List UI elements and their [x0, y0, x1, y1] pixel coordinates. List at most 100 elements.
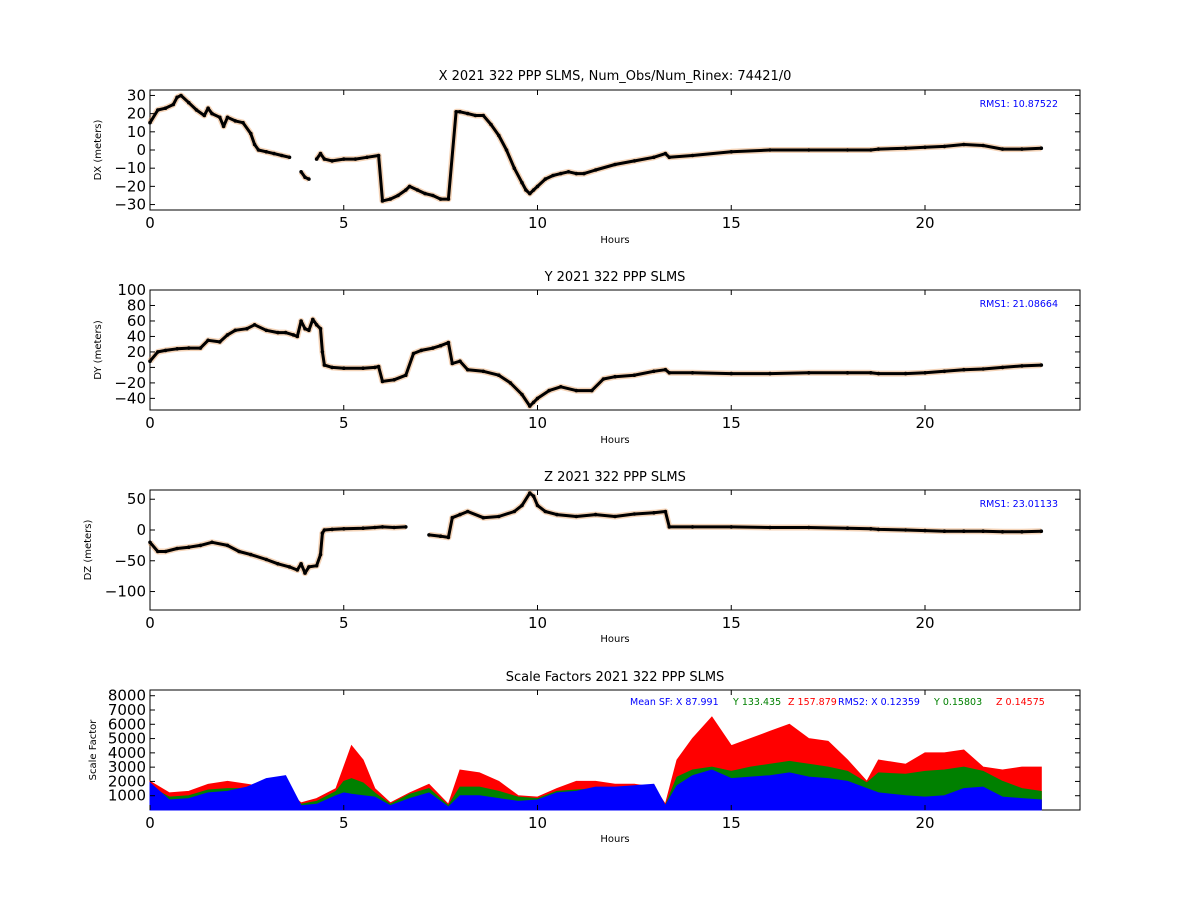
dy-data-point — [361, 366, 365, 371]
dz-data-point — [481, 515, 486, 520]
dx-data-point — [1039, 146, 1044, 150]
dx-y-tick-label: 10 — [127, 123, 146, 141]
dy-y-tick-label: −40 — [114, 389, 146, 407]
dz-x-tick-label: 5 — [339, 614, 349, 632]
dx-data-point — [473, 113, 478, 118]
dy-data-point — [663, 367, 668, 372]
dx-data-point — [1020, 147, 1024, 151]
sf-x-axis-label: Hours — [600, 834, 629, 845]
dy-data-point — [252, 323, 257, 327]
sf-mean-z-annotation: Z 157.879 — [788, 697, 837, 708]
dy-data-point — [318, 326, 323, 331]
dz-data-point — [1039, 529, 1044, 533]
dy-data-point — [163, 348, 168, 353]
sf-x-tick-label: 15 — [722, 814, 741, 832]
dx-y-tick-label: −30 — [114, 196, 146, 214]
dz-data-point — [845, 526, 850, 530]
dy-data-point — [613, 374, 617, 379]
dz-data-point — [497, 514, 501, 519]
dx-y-tick-label: 0 — [136, 141, 146, 159]
sf-y-tick-label: 2000 — [108, 772, 146, 790]
dz-data-point — [446, 535, 451, 540]
dx-plot-frame — [149, 89, 1081, 211]
dx-data-point — [252, 142, 257, 147]
dx-x-ticks: 0 5 10 15 20 — [145, 90, 935, 232]
dz-y-ticks: −100 −50 0 50 — [105, 490, 1080, 601]
dy-data-point — [380, 379, 385, 384]
dy-data-point — [528, 404, 532, 408]
dz-data-point — [458, 512, 462, 517]
dz-data-point — [520, 503, 524, 508]
dz-data-point — [427, 533, 431, 537]
dy-x-tick-label: 15 — [722, 414, 741, 432]
dz-x-ticks: 0 5 10 15 20 — [145, 490, 935, 632]
dy-x-tick-label: 5 — [339, 414, 349, 432]
dz-data-point — [198, 543, 203, 548]
dx-y-axis-label: DX (meters) — [93, 119, 104, 180]
dy-y-tick-label: 60 — [127, 312, 146, 330]
dz-data-point — [807, 525, 811, 530]
dy-data-point — [314, 323, 319, 327]
dy-x-tick-label: 0 — [145, 414, 155, 432]
dz-outlier-band — [147, 523, 406, 577]
dy-data-point — [283, 330, 288, 335]
dy-data-point — [547, 388, 551, 393]
dz-x-tick-label: 10 — [528, 614, 547, 632]
dy-data-point — [311, 317, 315, 322]
dy-data-point — [807, 371, 811, 375]
dx-data-point — [280, 153, 284, 158]
dy-data-point — [869, 371, 873, 375]
dz-chart-title: Z 2021 322 PPP SLMS — [544, 470, 686, 485]
dz-data-point — [438, 534, 443, 538]
dz-data-point — [318, 552, 323, 557]
dz-data-point — [1000, 530, 1005, 534]
dy-data-point — [373, 365, 377, 370]
dx-data-point — [504, 148, 509, 152]
dx-data-point — [663, 151, 668, 156]
dz-y-tick-label: −50 — [114, 552, 146, 570]
dy-data-point — [307, 328, 311, 333]
dy-data-point — [497, 373, 501, 378]
sf-x-ticks: 0 5 10 15 20 — [145, 690, 935, 832]
dy-data-point — [1039, 363, 1044, 367]
sf-series-x-area — [149, 769, 1042, 811]
dy-data-marks — [147, 316, 1044, 410]
dx-data-point — [287, 155, 292, 160]
dy-data-point — [303, 326, 307, 331]
dz-data-point — [465, 509, 470, 514]
dx-data-point — [330, 159, 334, 163]
dy-data-point — [392, 378, 396, 382]
dx-data-point — [593, 168, 598, 172]
dy-y-tick-label: 0 — [136, 358, 146, 376]
dz-data-point — [768, 525, 772, 530]
dx-data-point — [318, 151, 323, 156]
dy-plot-frame — [149, 289, 1081, 411]
dx-data-point — [559, 171, 563, 176]
dz-data-point — [632, 512, 637, 516]
dz-data-point — [295, 568, 300, 572]
sf-y-tick-label: 3000 — [108, 758, 146, 776]
dx-data-point — [314, 157, 319, 161]
sf-x-tick-label: 0 — [145, 814, 155, 832]
dy-data-point — [156, 350, 160, 354]
dz-data-point — [373, 525, 377, 530]
dy-data-point — [667, 371, 672, 375]
dy-data-point — [342, 366, 346, 371]
dx-data-point — [307, 177, 311, 181]
dy-data-point — [559, 385, 563, 389]
dx-data-point — [729, 150, 734, 154]
dy-data-point — [942, 369, 947, 374]
dz-data-point — [512, 509, 517, 514]
dz-data-point — [981, 529, 985, 533]
dz-data-point — [543, 509, 548, 514]
dx-data-point — [249, 131, 253, 136]
dx-data-point — [175, 95, 179, 100]
dy-data-point — [531, 400, 536, 405]
dz-data-point — [314, 563, 319, 568]
dz-data-point — [148, 540, 152, 545]
dx-data-point — [256, 148, 261, 152]
dy-data-point — [320, 350, 325, 354]
dx-x-tick-label: 5 — [339, 214, 349, 232]
